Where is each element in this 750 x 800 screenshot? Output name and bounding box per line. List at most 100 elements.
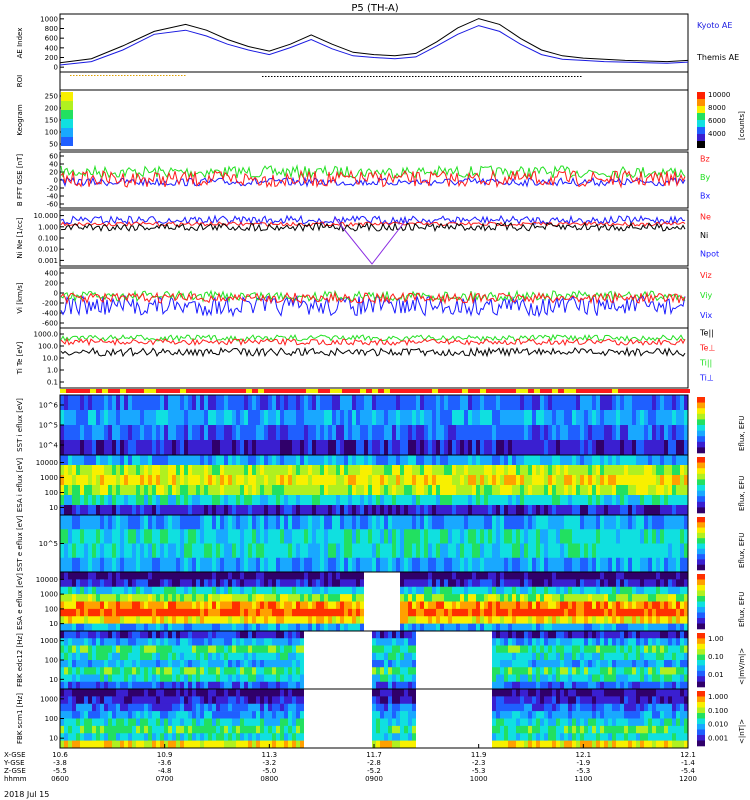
sst_e-cell xyxy=(556,529,561,544)
n-ticklabel: 0.100 xyxy=(38,235,58,243)
esa_e-cell xyxy=(168,586,173,595)
esa_ion-cell xyxy=(500,465,505,476)
sst_ion-cell xyxy=(680,410,685,426)
sst_e-cell xyxy=(612,515,617,530)
esa_e-cell xyxy=(612,586,617,595)
esa_e-cell xyxy=(240,572,245,580)
esa_ion-cell xyxy=(200,475,205,486)
sst_e-cell xyxy=(436,529,441,544)
sst_e-cell xyxy=(100,529,105,544)
esa_e-cell xyxy=(268,616,273,624)
sst_ion-cell xyxy=(612,395,617,411)
sst_ion-cell xyxy=(120,440,125,456)
sst_ion-cell xyxy=(88,410,93,426)
esa_e-cell xyxy=(112,601,117,610)
fbk_edc-cell xyxy=(468,652,473,661)
roi-mark xyxy=(460,76,462,77)
fbk_edc-cell xyxy=(236,652,241,661)
roi-mark xyxy=(394,76,396,77)
sst_ion-cell xyxy=(136,425,141,441)
esa_ion-cell xyxy=(648,455,653,466)
esa_e-cell xyxy=(576,608,581,617)
roi-mark xyxy=(304,76,306,77)
esa_e-cell xyxy=(556,572,561,580)
esa_e-cell xyxy=(272,572,277,580)
fbk_edc-cell xyxy=(568,681,573,690)
esa_ion-cell xyxy=(100,465,105,476)
esa_e-cell xyxy=(464,572,469,580)
esa_e-cell xyxy=(424,572,429,580)
fbk_edc-cell xyxy=(268,652,273,661)
esa_e-cell xyxy=(84,601,89,610)
fbk_edc-cell xyxy=(84,667,89,675)
sst_ion-cell xyxy=(68,395,73,411)
esa_e-cell xyxy=(112,594,117,602)
sst_ion-cell xyxy=(116,395,121,411)
mode-bar-segment xyxy=(234,389,240,393)
sst_e-cell xyxy=(416,515,421,530)
sst_e-cell xyxy=(484,529,489,544)
fbk_edc-cell xyxy=(136,681,141,690)
esa_e-cell xyxy=(580,572,585,580)
sst_ion-cell xyxy=(324,440,329,456)
sst_e-cell xyxy=(388,515,393,530)
esa_ion-cell xyxy=(460,475,465,486)
esa_ion-cell xyxy=(332,465,337,476)
fbk_edc-cell xyxy=(252,674,257,683)
esa_e-cell xyxy=(128,586,133,595)
esa_ion-cell xyxy=(540,495,545,506)
esa_e-cell xyxy=(428,594,433,602)
esa_e-colorbar-unit: Eflux, EFU xyxy=(738,592,746,627)
sst_e-cell xyxy=(652,529,657,544)
esa_e-cell xyxy=(64,579,69,588)
fbk_edc-cell xyxy=(440,631,445,639)
sst_ion-cell xyxy=(556,440,561,456)
fbk_edc-cell xyxy=(568,660,573,668)
esa_e-cell xyxy=(620,608,625,617)
sst_e-cell xyxy=(616,515,621,530)
esa_ion-cell xyxy=(188,495,193,506)
esa_e-cell xyxy=(244,572,249,580)
esa_e-cell xyxy=(560,601,565,610)
sst_e-cell xyxy=(660,543,665,559)
fbk_edc-cell xyxy=(268,674,273,683)
fbk_edc-cell xyxy=(108,667,113,675)
fbk_edc-cell xyxy=(312,660,317,668)
sst_e-cell xyxy=(104,543,109,559)
esa_ion-cell xyxy=(360,485,365,496)
esa_ion-cell xyxy=(244,465,249,476)
sst_ion-cell xyxy=(636,395,641,411)
esa_ion-cell xyxy=(432,465,437,476)
fbk_edc-cell xyxy=(112,631,117,639)
sst_ion-cell xyxy=(396,425,401,441)
esa_ion-cell xyxy=(296,465,301,476)
sst_ion-cell xyxy=(256,395,261,411)
sst_e-colorbar-segment xyxy=(697,559,705,565)
esa_ion-cell xyxy=(256,465,261,476)
b-ticklabel: 20 xyxy=(49,169,58,177)
esa_e-cell xyxy=(604,623,609,632)
esa_e-cell xyxy=(432,608,437,617)
fbk_edc-cell xyxy=(188,638,193,646)
esa_ion-cell xyxy=(204,485,209,496)
esa_ion-cell xyxy=(332,455,337,466)
esa_e-cell xyxy=(476,623,481,632)
esa_e-cell xyxy=(232,608,237,617)
esa_e-cell xyxy=(632,623,637,632)
fbk_edc-cell xyxy=(400,667,405,675)
esa_e-cell xyxy=(436,608,441,617)
esa_e-cell xyxy=(92,586,97,595)
sst_e-cell xyxy=(316,557,321,573)
fbk_edc-cell xyxy=(304,667,309,675)
fbk_edc-cell xyxy=(344,652,349,661)
sst_e-cell xyxy=(60,515,65,530)
esa_e-cell xyxy=(624,586,629,595)
sst_e-cell xyxy=(88,515,93,530)
keogram-colorbar-label: 4000 xyxy=(708,130,726,138)
sst_e-cell xyxy=(248,543,253,559)
fbk_edc-cell xyxy=(268,631,273,639)
sst_ion-cell xyxy=(236,440,241,456)
sst_ion-cell xyxy=(264,440,269,456)
sst_e-cell xyxy=(200,515,205,530)
esa_ion-cell xyxy=(224,475,229,486)
